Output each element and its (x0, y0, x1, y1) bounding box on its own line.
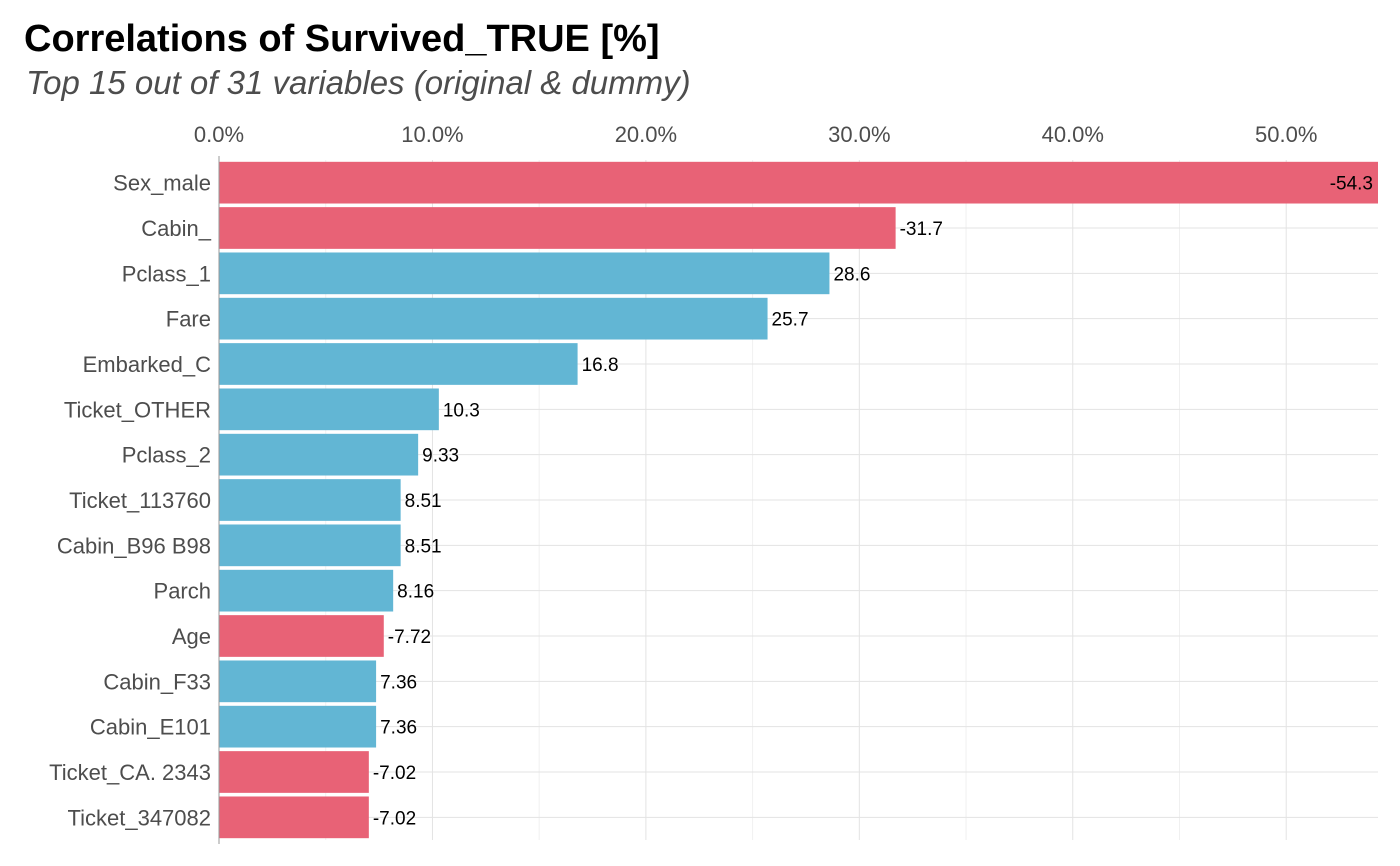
bar (219, 161, 1378, 204)
x-axis-ticks: 0.0% 10.0% 20.0% 30.0% 40.0% 50.0% (194, 122, 1317, 147)
value-labels: -54.3 -31.7 28.6 25.7 16.8 10.3 9.33 8.51 8.51 8.… (373, 174, 1373, 830)
category-label: Ticket_CA. 2343 (49, 760, 211, 785)
x-tick-label: 10.0% (401, 122, 463, 147)
bar (219, 297, 768, 340)
category-label: Embarked_C (83, 352, 212, 377)
x-tick-label: 20.0% (615, 122, 677, 147)
x-tick-label: 40.0% (1042, 122, 1104, 147)
category-label: Ticket_OTHER (64, 397, 211, 422)
category-labels: Sex_male Cabin_ Pclass_1 Fare Embarked_C Tick… (49, 171, 212, 831)
value-label: -7.02 (373, 808, 416, 829)
bar (219, 524, 401, 567)
bar (219, 796, 369, 839)
value-label: 10.3 (443, 400, 480, 421)
category-label: Fare (166, 307, 211, 332)
x-tick-label: 50.0% (1255, 122, 1317, 147)
category-label: Ticket_347082 (67, 805, 211, 830)
value-label: 8.51 (405, 491, 442, 512)
bar (219, 252, 830, 295)
bar (219, 751, 369, 793)
value-label: 8.51 (405, 536, 442, 557)
bar (219, 705, 377, 748)
category-label: Pclass_1 (122, 261, 211, 286)
chart-title: Correlations of Survived_TRUE [%] (24, 18, 660, 60)
bar (219, 615, 384, 657)
category-label: Parch (154, 579, 211, 604)
value-label: 7.36 (380, 718, 417, 739)
category-label: Cabin_ (141, 216, 211, 241)
value-label: 16.8 (582, 355, 619, 376)
x-tick-label: 0.0% (194, 122, 244, 147)
category-label: Ticket_113760 (69, 488, 211, 513)
value-label: -31.7 (900, 219, 943, 240)
bar (219, 479, 401, 521)
x-tick-label: 30.0% (828, 122, 890, 147)
category-label: Pclass_2 (122, 443, 211, 468)
category-label: Age (172, 624, 211, 649)
bar (219, 660, 377, 703)
bar (219, 569, 394, 612)
bars (219, 161, 1378, 839)
category-label: Cabin_B96 B98 (57, 533, 211, 558)
category-label: Cabin_E101 (90, 715, 211, 740)
value-label: 28.6 (833, 264, 870, 285)
value-label: 7.36 (380, 672, 417, 693)
chart-subtitle: Top 15 out of 31 variables (original & d… (26, 64, 691, 101)
bar (219, 433, 419, 476)
value-label: -7.02 (373, 763, 416, 784)
value-label: 25.7 (772, 310, 809, 331)
value-label: 9.33 (422, 446, 459, 467)
bar (219, 343, 578, 385)
value-label: -54.3 (1330, 174, 1373, 195)
category-label: Cabin_F33 (103, 669, 211, 694)
category-label: Sex_male (113, 171, 211, 196)
bar (219, 207, 896, 249)
value-label: -7.72 (388, 627, 431, 648)
value-label: 8.16 (397, 582, 434, 603)
bar (219, 388, 439, 431)
